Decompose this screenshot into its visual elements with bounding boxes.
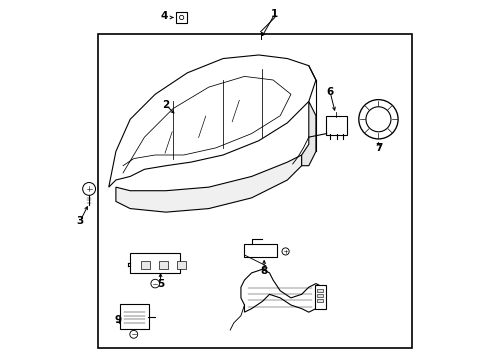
- FancyBboxPatch shape: [316, 299, 323, 302]
- FancyBboxPatch shape: [316, 294, 323, 297]
- FancyBboxPatch shape: [315, 285, 325, 309]
- Polygon shape: [241, 269, 323, 312]
- Text: 1: 1: [271, 9, 278, 19]
- FancyBboxPatch shape: [141, 261, 149, 269]
- Text: 2: 2: [162, 100, 169, 110]
- FancyBboxPatch shape: [130, 253, 180, 273]
- Text: 4: 4: [160, 12, 167, 21]
- Polygon shape: [116, 155, 301, 212]
- Text: 8: 8: [260, 266, 267, 276]
- Text: 7: 7: [374, 143, 381, 153]
- Text: 9: 9: [114, 315, 121, 325]
- Text: 5: 5: [157, 279, 164, 289]
- Text: 3: 3: [77, 216, 83, 226]
- FancyBboxPatch shape: [316, 289, 323, 292]
- Polygon shape: [301, 102, 315, 166]
- FancyBboxPatch shape: [120, 304, 149, 329]
- FancyBboxPatch shape: [159, 261, 167, 269]
- FancyBboxPatch shape: [244, 244, 276, 257]
- FancyBboxPatch shape: [325, 116, 346, 135]
- Text: 6: 6: [326, 87, 333, 98]
- Polygon shape: [108, 55, 315, 187]
- FancyBboxPatch shape: [98, 33, 411, 348]
- FancyBboxPatch shape: [176, 261, 185, 269]
- FancyBboxPatch shape: [176, 13, 187, 23]
